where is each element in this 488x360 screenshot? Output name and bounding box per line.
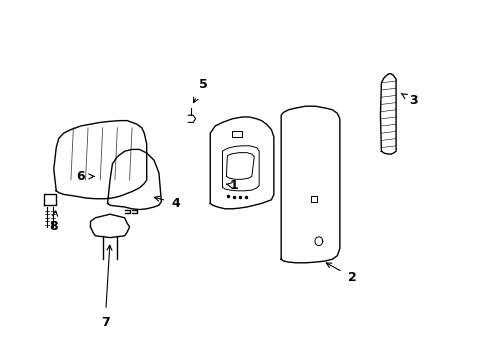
Text: 1: 1	[226, 179, 238, 192]
Text: 5: 5	[193, 78, 207, 103]
Text: 6: 6	[76, 170, 94, 183]
Text: 8: 8	[49, 211, 58, 233]
Text: 3: 3	[401, 94, 417, 107]
Text: 7: 7	[101, 245, 112, 329]
Text: 4: 4	[154, 196, 180, 210]
Text: 2: 2	[325, 263, 356, 284]
